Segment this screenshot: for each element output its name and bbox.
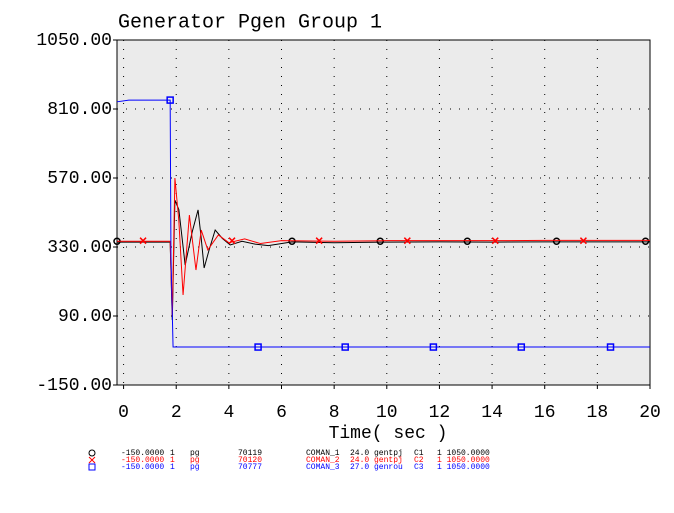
series-marker bbox=[463, 237, 472, 245]
legend-bus-name: COMAN_3 bbox=[306, 463, 340, 472]
legend-min: -150.0000 bbox=[121, 449, 164, 458]
legend-bus: 70120 bbox=[238, 456, 262, 465]
x-tick-label: 18 bbox=[587, 403, 609, 423]
series-marker bbox=[606, 343, 615, 351]
series-marker bbox=[228, 237, 236, 245]
series-marker bbox=[166, 96, 174, 104]
legend-id: 1 bbox=[170, 449, 175, 458]
legend-marker bbox=[88, 456, 96, 464]
legend-marker bbox=[88, 449, 96, 457]
y-tick-label: -150.00 bbox=[36, 376, 112, 396]
legend-quantity: pg bbox=[190, 463, 200, 472]
series-marker bbox=[139, 237, 147, 245]
series-marker bbox=[315, 237, 323, 245]
legend-scale: 1 1050.0000 bbox=[437, 449, 490, 458]
legend-machine: C3 bbox=[414, 463, 424, 472]
legend-min: -150.0000 bbox=[121, 463, 164, 472]
legend-bus-name: COMAN_2 bbox=[306, 456, 340, 465]
legend-model: gentpj bbox=[374, 456, 403, 465]
legend-id: 1 bbox=[170, 456, 175, 465]
legend-machine: C1 bbox=[414, 449, 424, 458]
legend-model: gentpj bbox=[374, 449, 403, 458]
series-marker bbox=[491, 237, 499, 245]
legend-model: genrou bbox=[374, 463, 403, 472]
legend-quantity: pg bbox=[190, 449, 200, 458]
legend-marker bbox=[88, 463, 96, 471]
series-line bbox=[116, 99, 650, 348]
legend-machine: C2 bbox=[414, 456, 424, 465]
series-marker bbox=[254, 343, 262, 351]
chart-title: Generator Pgen Group 1 bbox=[118, 11, 382, 34]
legend-kv: 24.0 bbox=[350, 449, 369, 458]
legend-bus: 70119 bbox=[238, 449, 262, 458]
y-tick-label: 1050.00 bbox=[36, 31, 112, 51]
x-tick-label: 6 bbox=[276, 403, 287, 423]
series-marker bbox=[641, 237, 650, 245]
series-marker bbox=[403, 237, 411, 245]
legend-bus: 70777 bbox=[238, 463, 262, 472]
y-tick-label: 570.00 bbox=[47, 169, 112, 189]
x-tick-label: 20 bbox=[639, 403, 661, 423]
legend-quantity: pg bbox=[190, 456, 200, 465]
legend-kv: 27.0 bbox=[350, 463, 369, 472]
series-marker bbox=[579, 237, 587, 245]
y-tick-label: 330.00 bbox=[47, 238, 112, 258]
y-tick-label: 90.00 bbox=[58, 307, 112, 327]
x-tick-label: 16 bbox=[534, 403, 556, 423]
series-marker bbox=[429, 343, 438, 351]
series-marker bbox=[341, 343, 349, 351]
legend-scale: 1 1050.0000 bbox=[437, 456, 490, 465]
plot-area bbox=[116, 39, 651, 386]
x-tick-label: 12 bbox=[429, 403, 451, 423]
x-axis-label: Time( sec ) bbox=[329, 424, 448, 444]
x-tick-label: 8 bbox=[329, 403, 340, 423]
legend-min: -150.0000 bbox=[121, 456, 164, 465]
x-tick-label: 2 bbox=[171, 403, 182, 423]
x-tick-label: 10 bbox=[376, 403, 398, 423]
series-line bbox=[117, 199, 650, 321]
y-tick-label: 810.00 bbox=[47, 100, 112, 120]
x-tick-label: 4 bbox=[223, 403, 234, 423]
series-marker bbox=[517, 343, 526, 351]
x-tick-label: 14 bbox=[481, 403, 503, 423]
legend-scale: 1 1050.0000 bbox=[437, 463, 490, 472]
legend-id: 1 bbox=[170, 463, 175, 472]
x-tick-label: 0 bbox=[118, 403, 129, 423]
legend-bus-name: COMAN_1 bbox=[306, 449, 340, 458]
legend-kv: 24.0 bbox=[350, 456, 369, 465]
series-marker bbox=[552, 237, 561, 245]
series-line bbox=[117, 177, 650, 317]
